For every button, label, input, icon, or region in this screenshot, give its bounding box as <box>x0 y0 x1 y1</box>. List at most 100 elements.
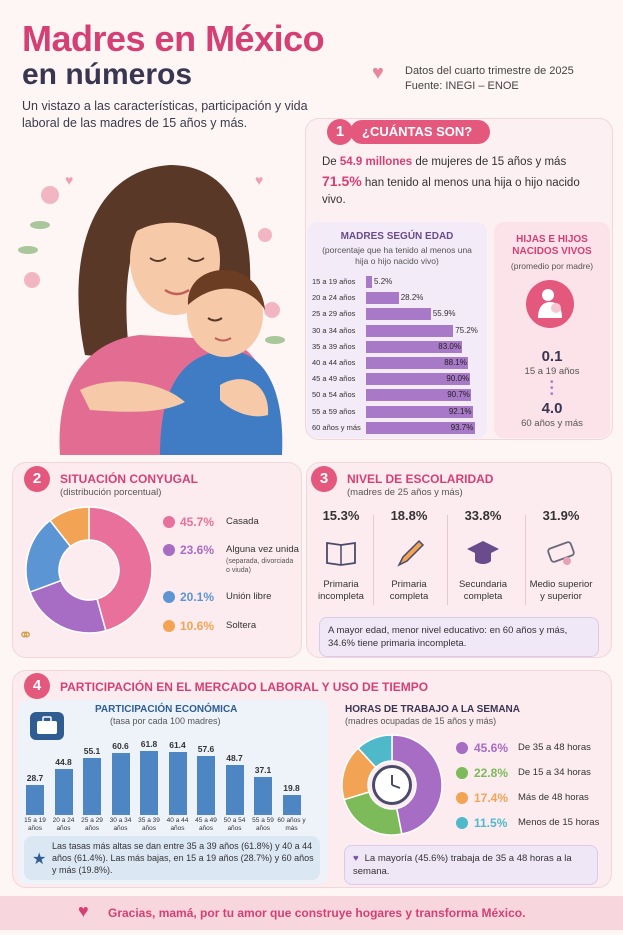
age-bar <box>366 324 454 337</box>
legend-dot <box>456 792 468 804</box>
hours-percent: 45.6% <box>474 741 509 755</box>
education-item: 31.9% Medio superior y superior <box>527 508 595 603</box>
section-2-subtitle: (distribución porcentual) <box>60 487 162 498</box>
kids-title: HIJAS E HIJOS NACIDOS VIVOS <box>512 234 592 257</box>
donut-slice <box>391 734 443 835</box>
age-chart-subtitle: (porcentaje que ha tenido al menos una h… <box>322 245 472 266</box>
footer-heart-icon: ♥ <box>78 901 89 921</box>
section-4-title: PARTICIPACIÓN EN EL MERCADO LABORAL Y US… <box>60 680 429 694</box>
age-bar <box>366 389 472 402</box>
econ-value-label: 57.6 <box>197 743 215 754</box>
age-category-label: 35 a 39 años <box>312 341 356 351</box>
education-label: Primaria completa <box>389 579 429 602</box>
age-category-label: 55 a 59 años <box>312 406 356 416</box>
econ-value-label: 55.1 <box>83 746 101 757</box>
age-value-label: 88.1% <box>444 358 467 367</box>
kids-value-old: 4.0 <box>541 400 563 417</box>
kids-panel <box>494 222 610 438</box>
star-icon: ★ <box>32 851 47 868</box>
dots-divider: • • • <box>550 377 554 400</box>
age-value-label: 28.2% <box>400 293 424 303</box>
marital-percent: 45.7% <box>180 515 215 529</box>
econ-value-label: 37.1 <box>254 764 272 775</box>
age-value-label: 75.2% <box>455 325 478 335</box>
section-1-title: ¿CUÁNTAS SON? <box>362 124 473 139</box>
svg-text:♥: ♥ <box>255 172 263 188</box>
econ-category-label: 30 a 34 años <box>109 817 132 832</box>
econ-value-label: 48.7 <box>226 752 243 763</box>
donut-slice <box>49 506 90 548</box>
hours-donut-chart <box>341 734 443 836</box>
econ-value-label: 61.8 <box>140 739 158 750</box>
section-4-number: 4 <box>24 673 50 699</box>
page-title: Madres en México <box>22 18 325 59</box>
line1-post: de mujeres de 15 años y más <box>412 156 567 168</box>
econ-bar <box>111 752 130 815</box>
footer-banner <box>0 896 623 930</box>
hours-note-box: ♥ La mayoría (45.6%) trabaja de 35 a 48 h… <box>344 845 598 885</box>
donut-slice <box>29 579 107 634</box>
divider <box>447 515 448 605</box>
education-item: 18.8% Primaria completa <box>375 508 443 603</box>
age-value-label: 55.9% <box>432 309 456 319</box>
age-category-label: 15 a 19 años <box>312 277 356 286</box>
education-note: A mayor edad, menor nivel educativo: en … <box>319 617 599 657</box>
book-icon <box>326 541 356 566</box>
divider <box>373 515 374 605</box>
econ-value-label: 19.8 <box>283 782 300 793</box>
briefcase-icon <box>30 712 64 740</box>
age-bar <box>366 308 431 321</box>
source-info: Datos del cuarto trimestre de 2025 Fuent… <box>405 64 574 94</box>
kids-label-young: 15 a 19 años <box>524 366 580 377</box>
hours-note: La mayoría (45.6%) trabaja de 35 a 48 ho… <box>353 853 572 877</box>
hours-title: HORAS DE TRABAJO A LA SEMANA <box>345 704 521 715</box>
legend-dot <box>163 544 175 556</box>
econ-value-label: 60.6 <box>112 740 129 751</box>
age-category-label: 40 a 44 años <box>312 358 356 367</box>
donut-slice <box>357 734 393 769</box>
legend-dot <box>456 817 468 829</box>
education-item: 33.8% Secundaria completa <box>449 508 517 603</box>
econ-category-label: 55 a 59 años <box>252 817 274 832</box>
education-label: Secundaria completa <box>458 579 508 602</box>
econ-category-label: 45 a 49 años <box>195 817 217 832</box>
heart-icon: ♥ <box>353 853 359 864</box>
marital-label: Casada <box>226 516 259 527</box>
age-category-label: 60 años y más <box>312 422 361 432</box>
kids-label-old: 60 años y más <box>521 418 583 429</box>
pencil-icon <box>397 539 425 567</box>
hours-percent: 22.8% <box>474 766 509 780</box>
econ-bar <box>282 794 301 815</box>
econ-category-label: 60 años y más <box>277 817 306 832</box>
marital-label: Unión libre <box>226 591 272 602</box>
age-bar <box>366 357 469 369</box>
education-percent: 15.3% <box>322 508 360 523</box>
hours-label: De 15 a 34 horas <box>518 767 591 778</box>
svg-text:♥: ♥ <box>65 172 73 188</box>
mothers-percent-text: 71.5% han tenido al menos una hija o hij… <box>322 173 592 209</box>
legend-dot <box>163 620 175 632</box>
age-value-label: 92.1% <box>448 406 472 416</box>
section-2-title: SITUACIÓN CONYUGAL <box>60 472 198 486</box>
econ-value-label: 44.8 <box>55 756 72 767</box>
section-1-number: 1 <box>327 119 353 145</box>
age-bar <box>366 373 471 386</box>
econ-bar <box>83 758 101 815</box>
kids-value-young: 0.1 <box>541 348 563 365</box>
marital-label: Alguna vez unida <box>226 544 299 555</box>
mother-baby-icon <box>526 280 574 328</box>
hours-label: De 35 a 48 horas <box>518 742 591 753</box>
econ-note: Las tasas más altas se dan entre 35 a 39… <box>52 841 314 875</box>
page-subtitle: Un vistazo a las características, partic… <box>22 99 308 130</box>
econ-bar <box>254 776 272 815</box>
section-3-subtitle: (madres de 25 años y más) <box>347 487 463 498</box>
education-label: Primaria incompleta <box>318 579 364 602</box>
hours-percent: 17.4% <box>474 791 509 805</box>
section-3-title: NIVEL DE ESCOLARIDAD <box>347 472 494 486</box>
age-chart-title: MADRES SEGÚN EDAD <box>340 231 454 242</box>
econ-title: PARTICIPACIÓN ECONÓMICA <box>95 704 238 715</box>
econ-bar <box>26 785 44 815</box>
econ-category-label: 25 a 29 años <box>81 817 103 832</box>
mother-child-illustration: ♥ ♥ <box>18 165 285 455</box>
divider <box>525 515 526 605</box>
